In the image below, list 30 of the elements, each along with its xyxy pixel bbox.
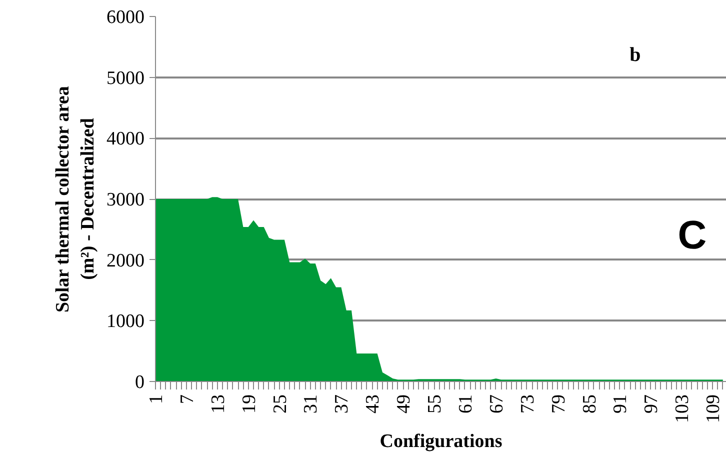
annotation: b	[630, 44, 641, 66]
x-tick-label: 55	[424, 394, 446, 414]
y-tick-label: 0	[135, 372, 144, 393]
y-tick-label: 6000	[106, 7, 144, 28]
x-tick-label: 31	[300, 394, 322, 414]
x-tick-label: 49	[394, 394, 415, 414]
x-tick-label: 61	[455, 394, 476, 414]
y-tick-label: 5000	[106, 68, 144, 89]
x-tick-label: 109	[703, 394, 724, 423]
x-tick-label: 103	[672, 394, 694, 423]
x-tick-label: 79	[548, 394, 570, 414]
x-tick-label: 85	[579, 394, 600, 414]
y-axis-title: Solar thermal collector area (m²) - Decentralized	[52, 86, 98, 313]
y-tick-label: 1000	[106, 311, 144, 332]
y-tick-label: 4000	[106, 128, 144, 150]
x-tick-label: 25	[270, 394, 291, 414]
x-tick-label: 43	[362, 394, 384, 414]
x-tick-label: 19	[238, 394, 260, 414]
y-tick-label: 3000	[106, 190, 144, 210]
x-tick-label: 97	[641, 394, 662, 414]
x-axis-title: Configurations	[380, 431, 502, 452]
x-tick-label: 73	[517, 394, 538, 414]
x-tick-label: 37	[332, 394, 353, 414]
x-tick-label: 91	[610, 394, 632, 414]
annotation: C	[678, 214, 707, 258]
x-tick-label: 67	[486, 394, 508, 414]
x-tick-label: 13	[208, 394, 229, 414]
y-tick-label: 2000	[106, 250, 144, 272]
x-tick-label: 1	[146, 394, 167, 404]
x-tick-label: 7	[176, 394, 198, 404]
